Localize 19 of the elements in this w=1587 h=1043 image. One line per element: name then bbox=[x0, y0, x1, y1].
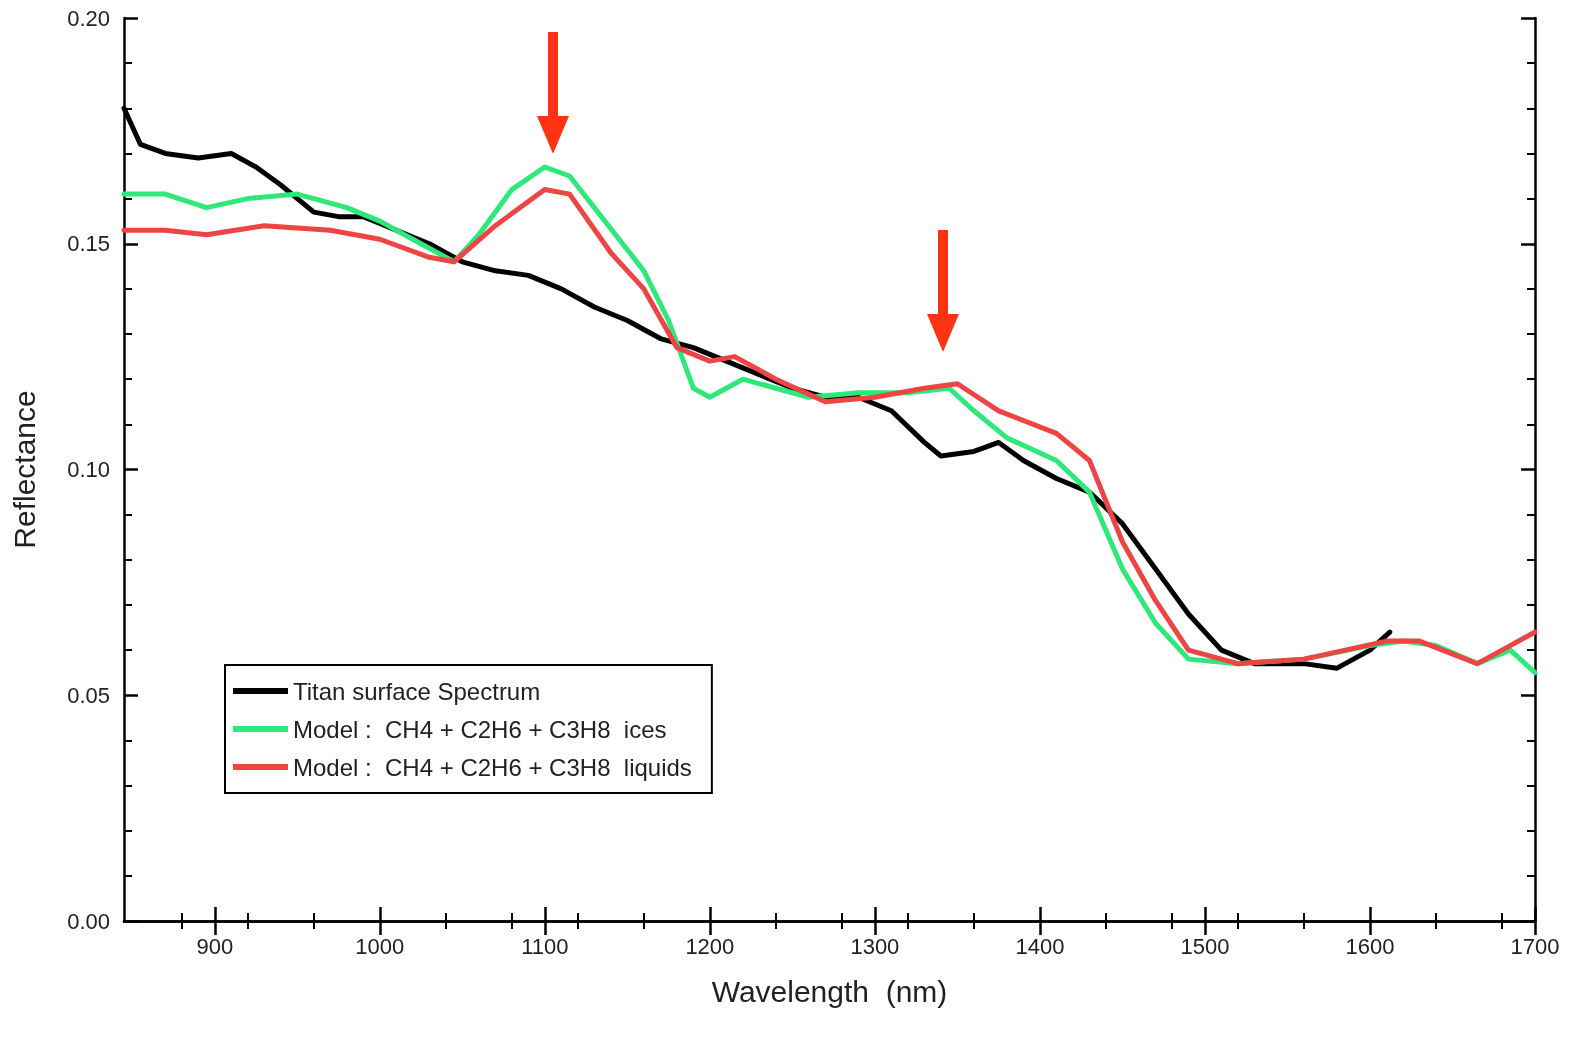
y-tick-label: 0.10 bbox=[67, 457, 110, 482]
x-tick-label: 1000 bbox=[355, 933, 405, 959]
x-tick-label: 1600 bbox=[1345, 933, 1395, 959]
y-axis-title: Reflectance bbox=[7, 390, 41, 549]
y-tick-label: 0.15 bbox=[67, 231, 110, 257]
legend-label: Model : CH4 + C2H6 + C3H8 ices bbox=[293, 715, 667, 743]
x-tick-label: 900 bbox=[196, 933, 234, 959]
x-tick-label: 1300 bbox=[850, 933, 900, 959]
legend-label: Model : CH4 + C2H6 + C3H8 liquids bbox=[293, 753, 692, 781]
x-tick-label: 1700 bbox=[1510, 933, 1560, 959]
x-tick-label: 1500 bbox=[1180, 933, 1230, 959]
y-tick-label: 0.20 bbox=[67, 5, 110, 31]
x-tick-label: 1200 bbox=[685, 933, 735, 959]
y-tick-label: 0.00 bbox=[67, 908, 110, 934]
x-tick-label: 1100 bbox=[521, 933, 569, 959]
x-tick-label: 1400 bbox=[1015, 933, 1065, 959]
x-axis-title: Wavelength (nm) bbox=[711, 974, 948, 1008]
y-tick-label: 0.05 bbox=[67, 682, 110, 708]
legend-label: Titan surface Spectrum bbox=[293, 677, 541, 705]
